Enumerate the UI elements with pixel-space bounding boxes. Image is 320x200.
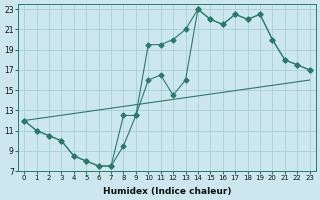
X-axis label: Humidex (Indice chaleur): Humidex (Indice chaleur) bbox=[103, 187, 231, 196]
